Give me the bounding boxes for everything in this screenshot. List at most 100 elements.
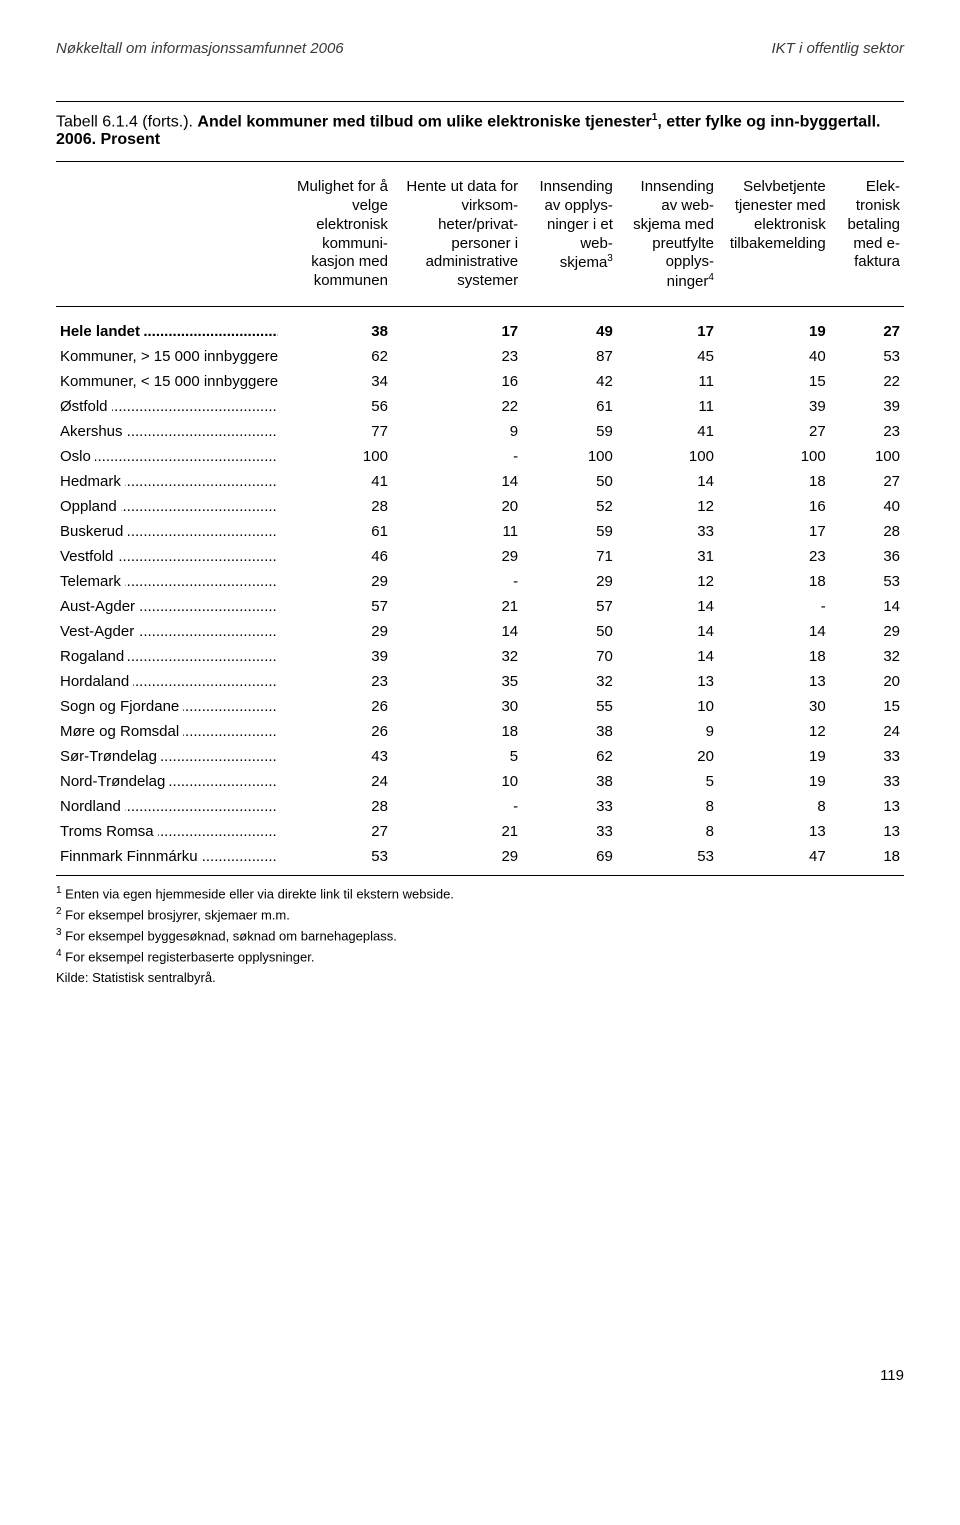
value-cell: 46 xyxy=(282,544,392,569)
table-row: Oslo 100-100100100100 xyxy=(56,444,904,469)
value-cell: 38 xyxy=(282,319,392,344)
table-row: Nord-Trøndelag 24103851933 xyxy=(56,769,904,794)
region-cell: Oslo xyxy=(56,444,282,469)
page-number: 119 xyxy=(56,1367,904,1384)
table-row: Troms Romsa 27213381313 xyxy=(56,819,904,844)
value-cell: 71 xyxy=(522,544,617,569)
value-cell: 23 xyxy=(282,669,392,694)
value-cell: 53 xyxy=(830,344,904,369)
table-body: Hele landet 381749171927Kommuner, > 15 0… xyxy=(56,306,904,875)
value-cell: 20 xyxy=(830,669,904,694)
footnotes: 1 Enten via egen hjemmeside eller via di… xyxy=(56,884,904,988)
value-cell: 13 xyxy=(617,669,718,694)
value-cell: 61 xyxy=(522,394,617,419)
value-cell: 57 xyxy=(522,594,617,619)
value-cell: 27 xyxy=(830,319,904,344)
value-cell: 9 xyxy=(392,419,522,444)
region-cell: Sør-Trøndelag xyxy=(56,744,282,769)
value-cell: 47 xyxy=(718,844,830,876)
value-cell: 38 xyxy=(522,769,617,794)
table-row: Vest-Agder 291450141429 xyxy=(56,619,904,644)
region-cell: Buskerud xyxy=(56,519,282,544)
value-cell: 27 xyxy=(830,469,904,494)
value-cell: 55 xyxy=(522,694,617,719)
value-cell: 5 xyxy=(617,769,718,794)
value-cell: 45 xyxy=(617,344,718,369)
value-cell: 16 xyxy=(718,494,830,519)
value-cell: 12 xyxy=(617,494,718,519)
value-cell: 100 xyxy=(718,444,830,469)
value-cell: 34 xyxy=(282,369,392,394)
value-cell: 27 xyxy=(718,419,830,444)
value-cell: 100 xyxy=(617,444,718,469)
table-row: Nordland 28-338813 xyxy=(56,794,904,819)
value-cell: 87 xyxy=(522,344,617,369)
table-row: Hele landet 381749171927 xyxy=(56,319,904,344)
table-row: Sogn og Fjordane 263055103015 xyxy=(56,694,904,719)
value-cell: 35 xyxy=(392,669,522,694)
value-cell: 16 xyxy=(392,369,522,394)
value-cell: 32 xyxy=(392,644,522,669)
table-number: Tabell 6.1.4 xyxy=(56,113,138,130)
value-cell: 13 xyxy=(830,794,904,819)
value-cell: 30 xyxy=(392,694,522,719)
value-cell: 13 xyxy=(718,819,830,844)
value-cell: 39 xyxy=(830,394,904,419)
table-row: Rogaland 393270141832 xyxy=(56,644,904,669)
value-cell: 24 xyxy=(830,719,904,744)
value-cell: 59 xyxy=(522,519,617,544)
table-row: Østfold 562261113939 xyxy=(56,394,904,419)
col-header-3: Innsending av opplys­ninger i et web-skj… xyxy=(522,168,617,306)
value-cell: 26 xyxy=(282,694,392,719)
value-cell: 77 xyxy=(282,419,392,444)
value-cell: 12 xyxy=(617,569,718,594)
footnote-2: 2 For eksempel brosjyrer, skjemaer m.m. xyxy=(56,905,904,925)
value-cell: 18 xyxy=(830,844,904,876)
region-cell: Møre og Romsdal xyxy=(56,719,282,744)
value-cell: 11 xyxy=(617,369,718,394)
region-cell: Østfold xyxy=(56,394,282,419)
value-cell: 29 xyxy=(282,619,392,644)
table-row: Hedmark 411450141827 xyxy=(56,469,904,494)
value-cell: 49 xyxy=(522,319,617,344)
value-cell: 14 xyxy=(617,619,718,644)
value-cell: 41 xyxy=(282,469,392,494)
value-cell: 100 xyxy=(830,444,904,469)
value-cell: 30 xyxy=(718,694,830,719)
value-cell: - xyxy=(392,569,522,594)
table-row: Aust-Agder 57215714-14 xyxy=(56,594,904,619)
region-cell: Rogaland xyxy=(56,644,282,669)
region-cell: Kommuner, < 15 000 innbyggere xyxy=(56,369,282,394)
value-cell: 23 xyxy=(830,419,904,444)
caption-forts: (forts.). xyxy=(142,113,193,130)
value-cell: 23 xyxy=(718,544,830,569)
value-cell: 53 xyxy=(617,844,718,876)
value-cell: 50 xyxy=(522,469,617,494)
value-cell: 14 xyxy=(718,619,830,644)
table-row: Buskerud 611159331728 xyxy=(56,519,904,544)
region-cell: Nord-Trøndelag xyxy=(56,769,282,794)
value-cell: 39 xyxy=(718,394,830,419)
table-row: Akershus 77959412723 xyxy=(56,419,904,444)
value-cell: 27 xyxy=(282,819,392,844)
table-row: Kommuner, < 15 000 innbyggere34164211152… xyxy=(56,369,904,394)
region-cell: Akershus xyxy=(56,419,282,444)
value-cell: 22 xyxy=(392,394,522,419)
caption-line: Tabell 6.1.4 (forts.). Andel kommuner me… xyxy=(56,112,904,149)
region-cell: Kommuner, > 15 000 innbyggere xyxy=(56,344,282,369)
value-cell: 24 xyxy=(282,769,392,794)
region-cell: Hordaland xyxy=(56,669,282,694)
value-cell: 14 xyxy=(830,594,904,619)
value-cell: 5 xyxy=(392,744,522,769)
value-cell: 18 xyxy=(718,644,830,669)
value-cell: 28 xyxy=(282,794,392,819)
source: Kilde: Statistisk sentralbyrå. xyxy=(56,969,904,988)
value-cell: - xyxy=(392,794,522,819)
value-cell: 8 xyxy=(718,794,830,819)
col-header-1: Mulighet for å velge elektronisk kommuni… xyxy=(282,168,392,306)
region-cell: Nordland xyxy=(56,794,282,819)
value-cell: 62 xyxy=(522,744,617,769)
value-cell: 29 xyxy=(522,569,617,594)
value-cell: 10 xyxy=(392,769,522,794)
region-cell: Hele landet xyxy=(56,319,282,344)
